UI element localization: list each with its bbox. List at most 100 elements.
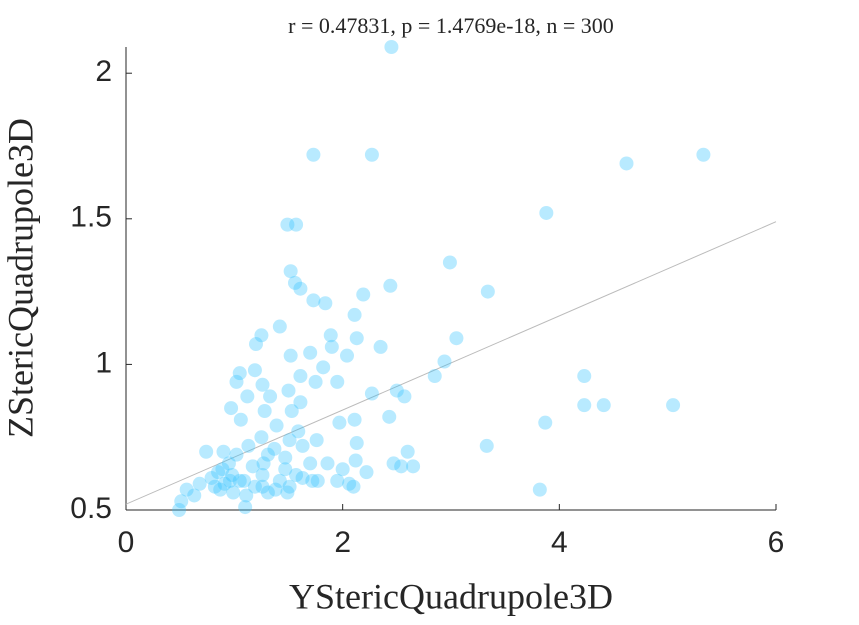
point <box>204 470 219 485</box>
point <box>538 415 553 430</box>
point <box>323 328 338 343</box>
point <box>406 459 421 474</box>
point <box>269 418 284 433</box>
point <box>281 383 296 398</box>
point <box>249 337 263 352</box>
point <box>224 401 239 416</box>
y-tick-label: 1.5 <box>70 201 112 234</box>
point <box>245 459 260 474</box>
point <box>305 473 320 488</box>
point <box>213 482 228 497</box>
point <box>237 473 252 488</box>
point <box>283 348 298 363</box>
point <box>394 459 409 474</box>
point <box>293 281 308 296</box>
point <box>268 482 283 497</box>
point <box>384 40 399 54</box>
point <box>267 441 282 456</box>
point <box>291 424 306 439</box>
point <box>232 366 247 381</box>
y-axis-label: ZStericQuadrupole3D <box>0 118 40 438</box>
point <box>226 485 241 500</box>
y-tick-label: 1 <box>95 346 112 379</box>
point <box>332 415 347 430</box>
point <box>172 503 187 517</box>
point <box>223 473 237 488</box>
point <box>216 444 231 459</box>
fit-line <box>125 221 777 505</box>
point <box>346 479 361 494</box>
point <box>330 374 345 389</box>
point <box>577 369 592 384</box>
point <box>280 485 295 500</box>
point <box>318 296 333 311</box>
point <box>324 339 339 354</box>
x-tick-label: 2 <box>334 526 351 559</box>
point <box>449 331 464 346</box>
y-tick-label: 0.5 <box>70 492 112 525</box>
point <box>532 482 547 497</box>
point <box>349 331 364 346</box>
point <box>247 479 262 494</box>
point <box>199 444 214 459</box>
point <box>427 369 442 384</box>
point <box>233 412 248 427</box>
point <box>306 147 321 162</box>
point <box>255 479 270 494</box>
point <box>217 476 232 491</box>
point <box>241 438 256 453</box>
point <box>479 438 494 453</box>
point <box>247 363 262 378</box>
point <box>238 500 253 515</box>
point <box>282 479 297 494</box>
point <box>330 473 345 488</box>
point <box>255 377 270 392</box>
point <box>295 438 310 453</box>
point <box>179 482 194 497</box>
point <box>437 354 452 369</box>
point <box>229 374 244 389</box>
point <box>400 444 415 459</box>
point <box>577 398 592 413</box>
point <box>303 345 318 360</box>
point <box>364 147 379 162</box>
point <box>306 293 321 308</box>
point <box>359 465 374 480</box>
point <box>288 275 302 290</box>
point <box>308 374 323 389</box>
point <box>356 287 371 302</box>
point <box>263 389 278 404</box>
point <box>303 456 318 471</box>
point <box>280 217 295 232</box>
y-tick-label: 2 <box>95 55 112 88</box>
point <box>260 447 275 462</box>
point <box>539 205 554 220</box>
x-tick-label: 6 <box>768 526 785 559</box>
point <box>293 369 308 384</box>
point <box>282 433 297 448</box>
point <box>207 479 222 494</box>
point <box>386 456 401 471</box>
point <box>254 328 269 343</box>
point <box>295 470 310 485</box>
point <box>293 395 308 410</box>
point <box>340 348 354 363</box>
point <box>347 412 362 427</box>
point <box>255 468 270 483</box>
chart-title: r = 0.47831, p = 1.4769e-18, n = 300 <box>288 13 614 38</box>
point <box>284 403 299 418</box>
point <box>192 476 207 491</box>
point <box>348 453 363 468</box>
point <box>342 476 357 491</box>
point <box>335 462 350 477</box>
point <box>316 360 331 375</box>
point <box>389 383 404 398</box>
point <box>221 456 236 471</box>
point <box>349 436 364 451</box>
point <box>596 398 611 413</box>
point <box>619 156 634 171</box>
point <box>696 147 711 162</box>
point <box>347 307 362 322</box>
point <box>480 284 495 299</box>
